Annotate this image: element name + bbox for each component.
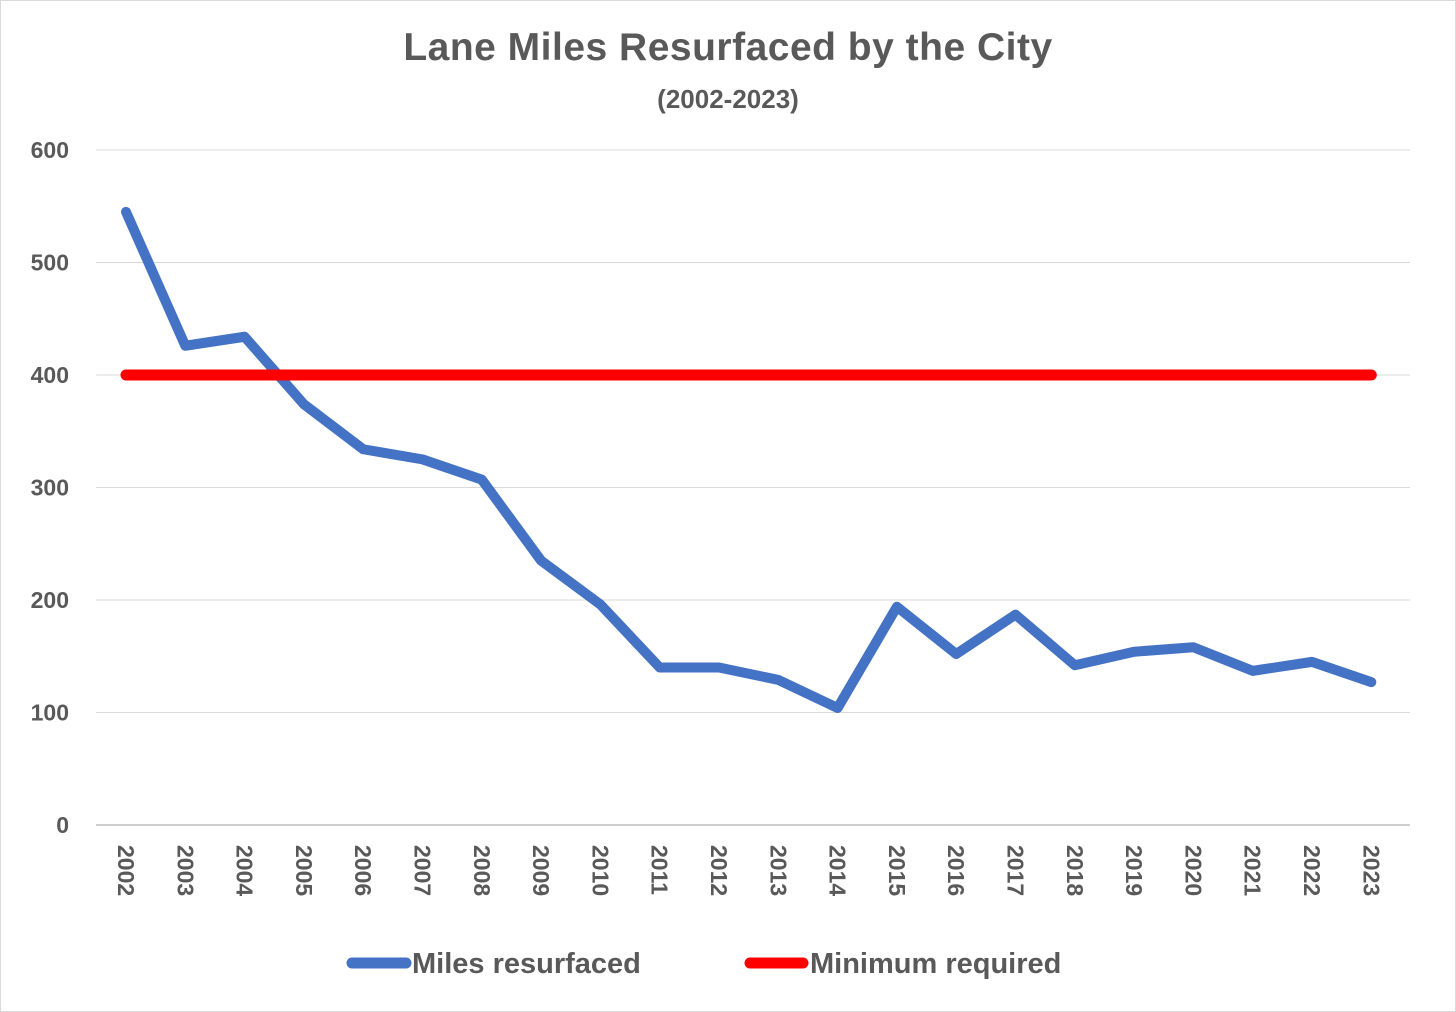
x-tick-label-2003: 2003 (172, 845, 198, 896)
x-tick-label-2018: 2018 (1062, 845, 1088, 896)
x-tick-label-2007: 2007 (410, 845, 436, 896)
x-tick-label-2004: 2004 (232, 845, 258, 896)
y-tick-label-300: 300 (31, 475, 69, 501)
x-tick-label-2009: 2009 (528, 845, 554, 896)
x-tick-label-2021: 2021 (1240, 845, 1266, 896)
series-line-miles-resurfaced (121, 206, 1377, 713)
legend: Miles resurfaced Minimum required (346, 948, 1061, 980)
x-tick-label-2005: 2005 (291, 845, 317, 896)
x-tick-label-2008: 2008 (469, 845, 495, 896)
series-layer (120, 206, 1377, 713)
x-tick-label-2012: 2012 (706, 845, 732, 896)
chart-subtitle: (2002-2023) (657, 84, 799, 114)
chart-title: Lane Miles Resurfaced by the City (403, 26, 1053, 69)
y-tick-label-400: 400 (31, 362, 69, 388)
x-axis-ticks: 2002 2003 2004 2005 2006 2007 2008 2009 2010 2011… (113, 845, 1384, 896)
y-tick-label-600: 600 (31, 137, 69, 163)
x-tick-label-2013: 2013 (765, 845, 791, 896)
x-tick-label-2016: 2016 (943, 845, 969, 896)
x-tick-label-2017: 2017 (1003, 845, 1029, 896)
y-tick-label-500: 500 (31, 250, 69, 276)
y-tick-label-200: 200 (31, 587, 69, 613)
x-tick-label-2014: 2014 (825, 845, 851, 896)
x-tick-label-2015: 2015 (884, 845, 910, 896)
y-axis-ticks: 0 100 200 300 400 500 600 (31, 137, 69, 838)
x-tick-label-2002: 2002 (113, 845, 139, 896)
legend-label-minimum-required: Minimum required (810, 948, 1061, 980)
x-tick-label-2023: 2023 (1358, 845, 1384, 896)
x-tick-label-2011: 2011 (647, 845, 673, 895)
x-tick-label-2022: 2022 (1299, 845, 1325, 896)
legend-label-miles-resurfaced: Miles resurfaced (412, 948, 641, 980)
x-tick-label-2006: 2006 (350, 845, 376, 896)
gridlines (96, 149, 1410, 826)
x-tick-label-2019: 2019 (1121, 845, 1147, 896)
y-tick-label-0: 0 (56, 812, 69, 838)
x-tick-label-2020: 2020 (1180, 845, 1206, 896)
x-tick-label-2010: 2010 (587, 845, 613, 896)
y-tick-label-100: 100 (31, 700, 69, 726)
